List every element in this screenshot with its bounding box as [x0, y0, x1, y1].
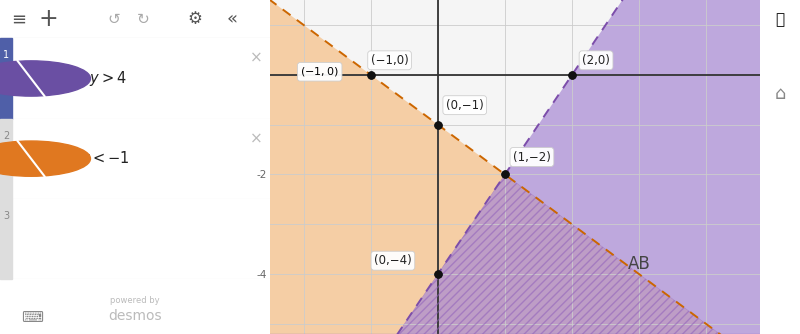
- Text: 🔧: 🔧: [775, 12, 785, 27]
- Text: $x + y < -1$: $x + y < -1$: [54, 149, 130, 168]
- Text: powered by: powered by: [110, 297, 160, 305]
- Polygon shape: [136, 0, 800, 334]
- Text: 1: 1: [3, 50, 9, 60]
- Text: ↺: ↺: [107, 12, 120, 27]
- Text: (2,0): (2,0): [582, 54, 610, 67]
- Bar: [0, 38, 12, 119]
- Text: +: +: [38, 7, 58, 31]
- Text: (−1,0): (−1,0): [370, 54, 409, 67]
- Text: (0,−1): (0,−1): [446, 99, 484, 112]
- Text: ⌨: ⌨: [22, 310, 43, 325]
- Text: (1,−2): (1,−2): [513, 151, 551, 164]
- Text: desmos: desmos: [108, 309, 162, 323]
- Text: ↻: ↻: [137, 12, 150, 27]
- Text: $(-1,0)$: $(-1,0)$: [300, 65, 339, 78]
- Text: AB: AB: [628, 255, 650, 273]
- Text: (0,−4): (0,−4): [374, 254, 412, 267]
- Circle shape: [0, 141, 90, 176]
- Text: «: «: [226, 10, 238, 28]
- Bar: [0, 199, 12, 279]
- Text: 2: 2: [3, 131, 9, 141]
- Text: ⌂: ⌂: [774, 85, 786, 103]
- Text: ×: ×: [250, 51, 263, 66]
- Text: ×: ×: [250, 131, 263, 146]
- Text: ⚙: ⚙: [187, 10, 202, 28]
- Circle shape: [0, 61, 90, 96]
- Text: 3: 3: [3, 211, 9, 221]
- Bar: [0, 119, 12, 199]
- Text: $2x - y > 4$: $2x - y > 4$: [54, 69, 127, 88]
- Text: ≡: ≡: [11, 10, 26, 28]
- Polygon shape: [136, 0, 800, 334]
